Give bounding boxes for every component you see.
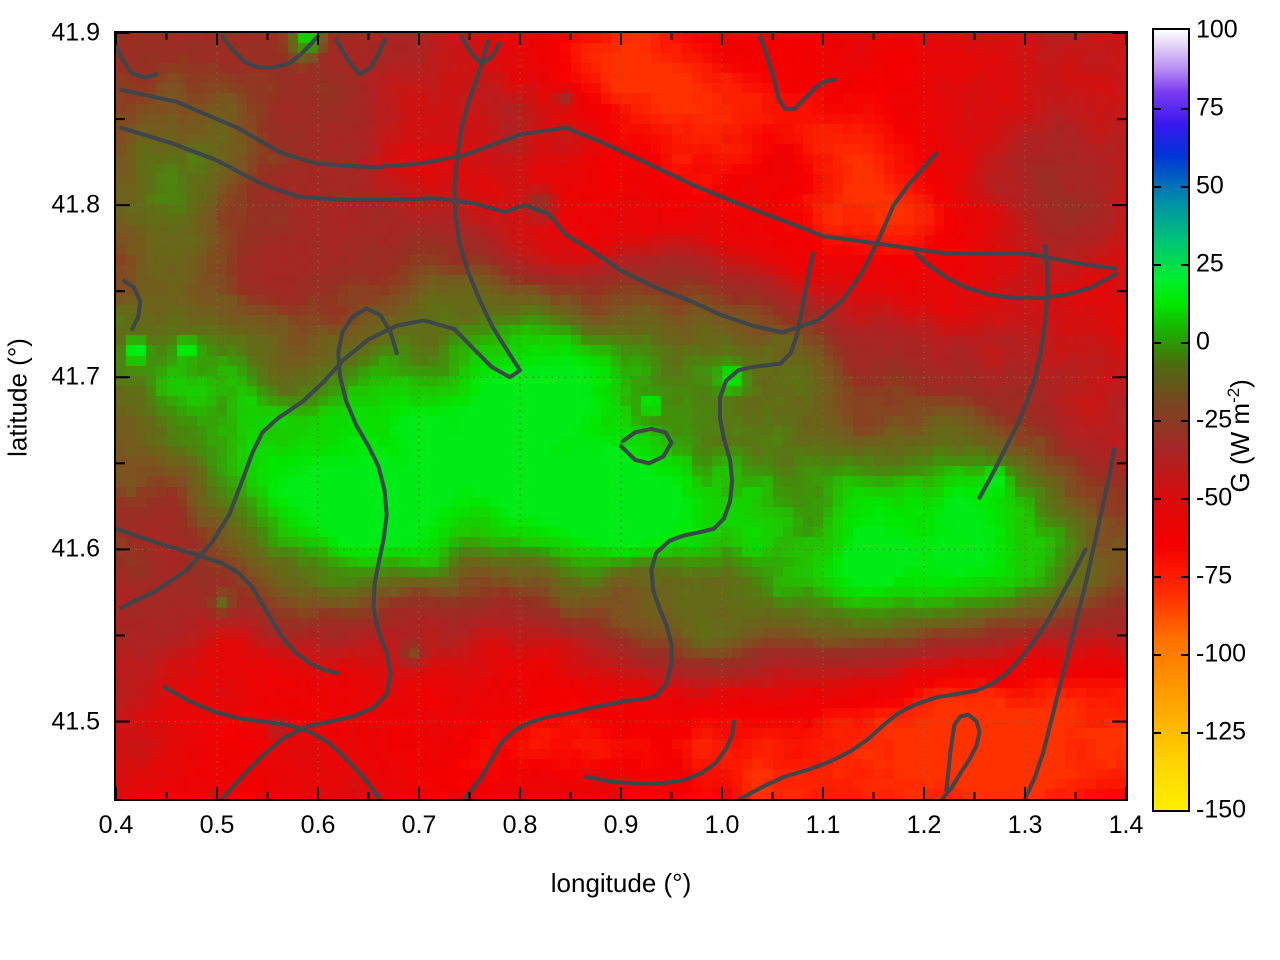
colorbar-tick-mark — [1181, 654, 1190, 656]
colorbar-tick-mark — [1152, 342, 1161, 344]
y-axis-title: latitude (°) — [2, 338, 33, 457]
contour-line — [220, 34, 320, 70]
x-tick-label: 1.3 — [1007, 811, 1043, 839]
contour-line — [119, 39, 522, 610]
colorbar-tick-label: -75 — [1196, 561, 1233, 590]
colorbar-tick-label: 100 — [1196, 15, 1238, 44]
colorbar-tick-label: 25 — [1196, 249, 1224, 278]
contour-line — [977, 244, 1050, 500]
colorbar-tick-mark — [1152, 108, 1161, 110]
contour-line — [462, 251, 815, 799]
contour-line — [220, 306, 399, 799]
colorbar-tick-label: -50 — [1196, 483, 1233, 512]
colorbar-tick-mark — [1181, 342, 1190, 344]
x-tick-label: 1.2 — [906, 811, 942, 839]
colorbar-tick-mark — [1152, 264, 1161, 266]
contour-line — [459, 34, 502, 66]
colorbar-tick-mark — [1152, 732, 1161, 734]
colorbar-tick-mark — [1152, 576, 1161, 578]
contour-line — [758, 34, 838, 111]
y-tick-label: 41.5 — [51, 707, 100, 736]
contour-line — [738, 547, 1088, 799]
y-tick-label: 41.7 — [51, 362, 100, 391]
colorbar-tick-marks — [1152, 28, 1190, 812]
x-tick-label: 0.8 — [502, 811, 538, 839]
contour-lines — [116, 34, 1118, 799]
x-axis-title: longitude (°) — [550, 868, 692, 898]
contour-line — [913, 251, 1118, 301]
colorbar-tick-mark — [1152, 654, 1161, 656]
contour-line — [122, 278, 143, 332]
colorbar-tick-mark — [1152, 498, 1161, 500]
colorbar-tick-mark — [1181, 732, 1190, 734]
contour-line — [334, 37, 387, 77]
colorbar-tick-mark — [1152, 420, 1161, 422]
colorbar-tick-mark — [1181, 186, 1190, 188]
colorbar-tick-label: 50 — [1196, 171, 1224, 200]
contour-line — [119, 125, 939, 335]
colorbar-title-tail: ) — [1224, 379, 1255, 388]
colorbar-title: G (W m-2) — [1224, 306, 1256, 566]
colorbar-title-main: G (W m — [1224, 402, 1255, 493]
colorbar-tick-label: -125 — [1196, 717, 1247, 746]
contour-line — [162, 685, 381, 799]
y-tick-label: 41.8 — [51, 190, 100, 219]
colorbar-tick-mark — [1152, 186, 1161, 188]
colorbar-tick-label: 75 — [1196, 93, 1224, 122]
colorbar-tick-label: -25 — [1196, 405, 1233, 434]
heatmap-plot-area — [114, 31, 1128, 801]
grid-lines — [116, 33, 1126, 799]
x-tick-label: 0.6 — [300, 811, 336, 839]
x-tick-label: 0.9 — [603, 811, 639, 839]
contour-line — [940, 712, 982, 799]
contour-line — [619, 426, 674, 466]
x-tick-label: 1.4 — [1108, 811, 1144, 839]
colorbar-tick-mark — [1181, 420, 1190, 422]
colorbar-tick-label: -150 — [1196, 795, 1247, 824]
colorbar-title-exponent: -2 — [1224, 387, 1244, 403]
x-tick-label: 1.0 — [704, 811, 740, 839]
contour-line — [116, 42, 159, 80]
colorbar-tick-label: 0 — [1196, 327, 1210, 356]
x-tick-label: 0.4 — [98, 811, 134, 839]
contour-line — [119, 87, 1118, 271]
colorbar-tick-mark — [1181, 576, 1190, 578]
colorbar-tick-mark — [1181, 108, 1190, 110]
colorbar-tick-mark — [1181, 498, 1190, 500]
x-tick-label: 0.7 — [401, 811, 437, 839]
contour-line — [116, 526, 341, 676]
y-tick-label: 41.9 — [51, 18, 100, 47]
y-tick-label: 41.6 — [51, 534, 100, 563]
colorbar-tick-mark — [1181, 264, 1190, 266]
contour-line — [1023, 447, 1116, 799]
colorbar-tick-label: -100 — [1196, 639, 1247, 668]
x-tick-label: 1.1 — [805, 811, 841, 839]
contour-line — [583, 719, 737, 786]
x-tick-label: 0.5 — [199, 811, 235, 839]
